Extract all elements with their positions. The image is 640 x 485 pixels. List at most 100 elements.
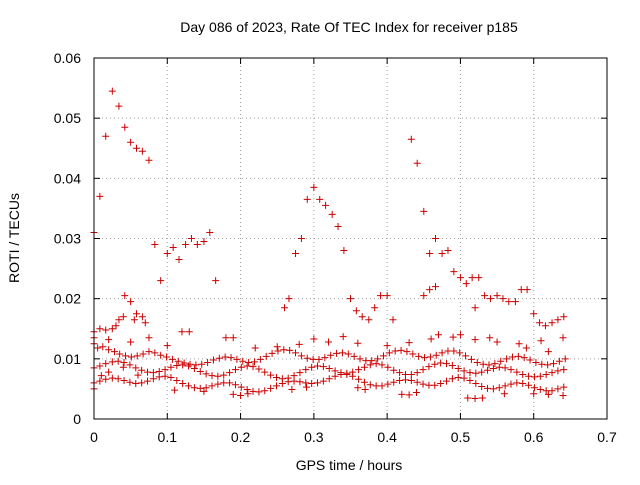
data-point-plus [196, 384, 204, 392]
data-point-plus [193, 241, 201, 249]
data-point-plus [450, 268, 458, 276]
data-point-plus [325, 338, 333, 346]
data-point-plus [548, 387, 556, 395]
data-point-plus [339, 333, 347, 341]
data-point-plus [208, 382, 216, 390]
data-point-plus [536, 372, 544, 380]
data-point-plus [115, 316, 123, 324]
data-point-plus [122, 352, 130, 360]
data-point-plus [256, 355, 264, 363]
data-point-plus [427, 335, 435, 343]
data-point-plus [460, 367, 468, 375]
data-point-plus [384, 363, 392, 371]
data-point-plus [138, 313, 146, 321]
data-point-plus [139, 350, 147, 358]
data-point-plus [537, 337, 545, 345]
data-point-plus [173, 376, 181, 384]
data-point-plus [456, 274, 464, 282]
data-point-plus [467, 355, 475, 363]
data-point-plus [255, 365, 263, 373]
data-point-plus [378, 382, 386, 390]
data-point-plus [366, 381, 374, 389]
data-point-plus [145, 156, 153, 164]
data-point-plus [244, 390, 252, 398]
data-point-plus [432, 283, 440, 291]
data-point-plus [397, 346, 405, 354]
data-point-plus [138, 379, 146, 387]
data-point-plus [163, 250, 171, 258]
data-point-plus [288, 386, 296, 394]
data-point-plus [250, 358, 258, 366]
data-point-plus [356, 355, 364, 363]
data-point-plus [130, 316, 138, 324]
data-point-plus [507, 366, 515, 374]
data-point-plus [281, 304, 289, 312]
data-point-plus [561, 355, 569, 363]
data-point-plus [121, 292, 129, 300]
data-point-plus [405, 391, 413, 399]
data-point-plus [127, 338, 135, 346]
data-point-plus [374, 355, 382, 363]
data-point-plus [105, 368, 113, 376]
data-point-plus [206, 228, 214, 236]
data-point-plus [412, 389, 420, 397]
data-point-plus [508, 353, 516, 361]
data-point-plus [507, 380, 515, 388]
data-point-plus [396, 369, 404, 377]
data-point-plus [448, 375, 456, 383]
data-point-plus [560, 313, 568, 321]
data-point-plus [548, 369, 556, 377]
data-point-plus [229, 334, 237, 342]
data-point-plus [145, 348, 153, 356]
data-point-plus [325, 375, 333, 383]
data-point-plus [542, 370, 550, 378]
data-point-plus [486, 295, 494, 303]
y-tick-label: 0.06 [54, 50, 81, 66]
data-point-plus [155, 373, 163, 381]
data-point-plus [94, 344, 102, 352]
data-point-plus [249, 363, 257, 371]
data-point-plus [366, 361, 374, 369]
data-point-plus [261, 368, 269, 376]
x-tick-label: 0 [90, 429, 98, 445]
data-point-plus [280, 346, 288, 354]
data-point-plus [454, 373, 462, 381]
data-point-plus [450, 347, 458, 355]
data-point-plus [466, 369, 474, 377]
data-point-plus [171, 386, 179, 394]
data-point-plus [479, 360, 487, 368]
data-point-plus [333, 349, 341, 357]
data-point-plus [398, 390, 406, 398]
x-tick-labels: 0 0.1 0.2 0.3 0.4 0.5 0.6 0.7 [90, 429, 617, 445]
data-point-plus [243, 362, 251, 370]
data-point-plus [361, 386, 369, 394]
data-point-plus [120, 376, 128, 384]
data-point-plus [355, 375, 363, 383]
data-point-plus [372, 382, 380, 390]
data-point-plus [559, 334, 567, 342]
data-point-plus [456, 331, 464, 339]
data-point-plus [262, 352, 270, 360]
data-point-plus [96, 377, 104, 385]
data-point-plus [471, 336, 479, 344]
data-point-plus [302, 379, 310, 387]
data-point-plus [497, 357, 505, 365]
data-point-plus [472, 380, 480, 388]
data-point-plus [319, 363, 327, 371]
data-point-plus [182, 241, 190, 249]
data-point-plus [204, 358, 212, 366]
data-point-plus [559, 392, 567, 400]
data-point-plus [119, 363, 127, 371]
data-point-plus [347, 295, 354, 303]
data-point-plus [500, 390, 508, 398]
data-point-plus [115, 102, 123, 110]
data-point-plus [396, 376, 404, 384]
data-point-plus [517, 286, 525, 294]
data-point-plus [141, 319, 149, 327]
data-point-plus [310, 183, 318, 191]
data-point-plus [419, 380, 427, 388]
data-point-plus [133, 144, 141, 152]
data-point-plus [525, 381, 533, 389]
data-point-plus [499, 295, 507, 303]
